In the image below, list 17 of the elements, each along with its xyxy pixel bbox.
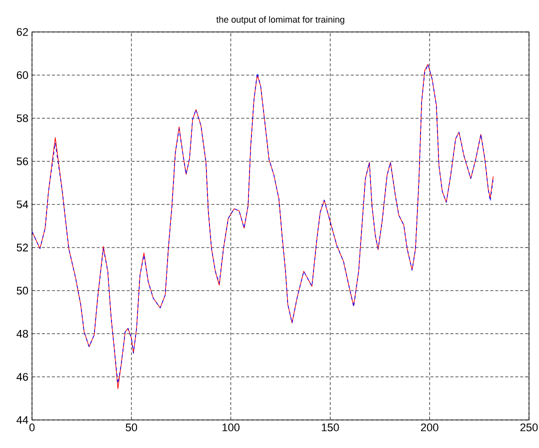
x-tick-label: 250: [520, 424, 538, 432]
x-tick-label: 100: [222, 424, 240, 432]
y-tick-label: 44: [16, 416, 28, 424]
y-tick-label: 54: [16, 200, 28, 208]
chart-title: the output of lomimat for training: [216, 16, 344, 24]
y-tick-label: 58: [16, 114, 28, 122]
y-tick-label: 56: [16, 157, 28, 166]
y-tick-label: 48: [16, 330, 28, 338]
x-tick-label: 150: [322, 424, 339, 432]
y-tick-label: 50: [16, 286, 28, 295]
y-tick-label: 46: [16, 373, 28, 381]
x-tick-label: 200: [421, 424, 438, 432]
y-tick-label: 60: [16, 71, 28, 79]
y-tick-label: 52: [16, 244, 28, 252]
y-tick-label: 62: [16, 28, 28, 36]
x-tick-label: 0: [29, 424, 35, 432]
x-tick-label: 50: [126, 424, 138, 432]
